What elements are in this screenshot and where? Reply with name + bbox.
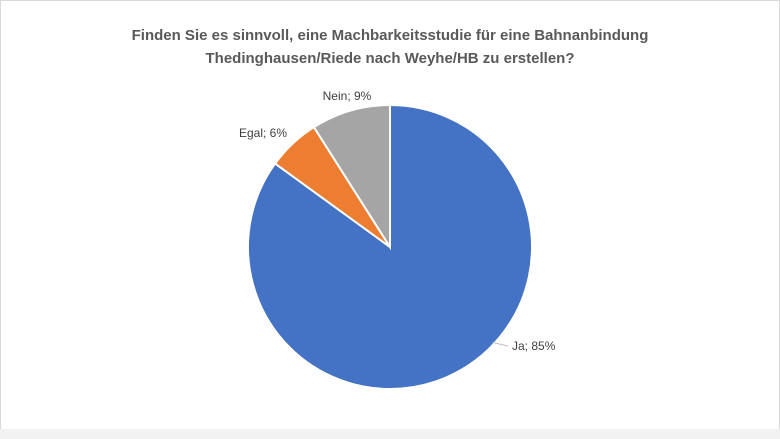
chart-title-line-2: Thedinghausen/Riede nach Weyhe/HB zu ers… [205,50,575,67]
data-label-egal: Egal; 6% [239,126,287,140]
chart-title-line-1: Finden Sie es sinnvoll, eine Machbarkeit… [131,27,649,44]
data-label-nein: Nein; 9% [323,89,372,103]
data-label-ja: Ja; 85% [512,339,556,353]
pie-slice-nein [312,103,391,251]
leader-line-ja [492,341,509,347]
chart-title: Finden Sie es sinnvoll, eine Machbarkeit… [0,24,780,70]
bottom-strip [0,429,780,439]
